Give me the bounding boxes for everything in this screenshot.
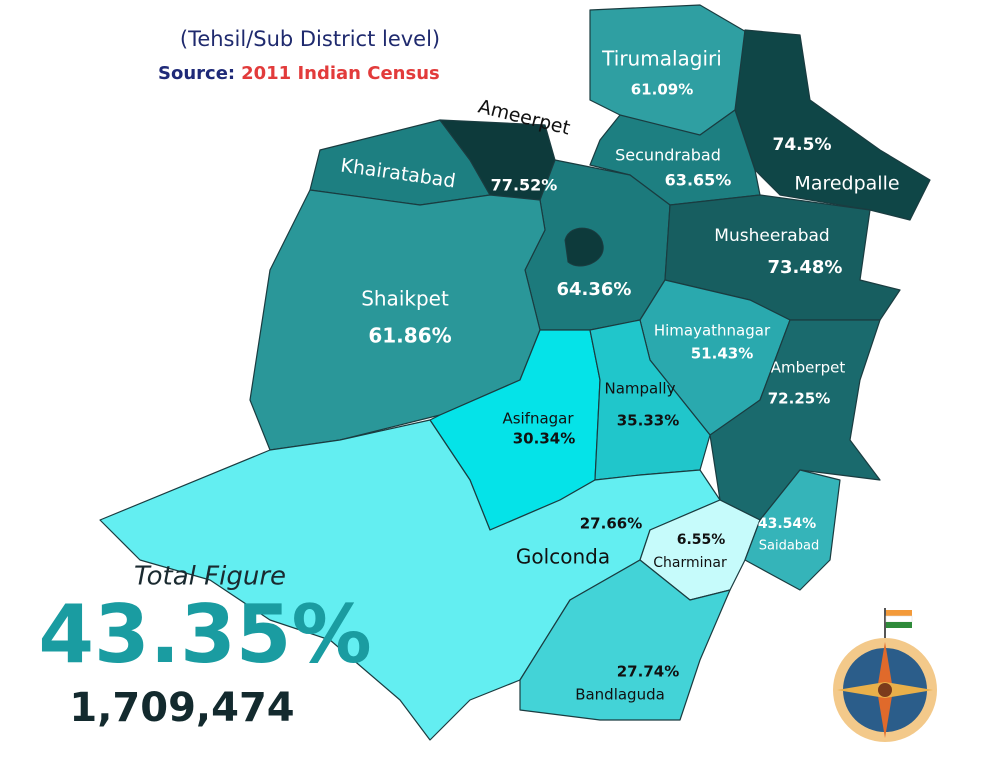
region-name: Saidabad [759, 539, 820, 554]
flag-band [886, 610, 912, 616]
region-name: Musheerabad [714, 226, 829, 246]
total-value: 43.35% [38, 588, 371, 681]
region-value: 77.52% [491, 176, 558, 195]
region-value: 27.74% [617, 663, 679, 681]
region-value: 43.54% [758, 516, 816, 532]
region-name: Himayathnagar [654, 322, 771, 340]
region-value: 35.33% [617, 412, 679, 430]
total-label: Total Figure [134, 562, 286, 592]
region-name: Asifnagar [502, 410, 574, 428]
region-shape [744, 469, 841, 591]
region-value: 63.65% [665, 171, 732, 190]
region-value: 30.34% [513, 430, 575, 448]
region-value: 61.09% [631, 81, 693, 99]
subtitle: (Tehsil/Sub District level) [180, 27, 440, 51]
region-value: 72.25% [768, 390, 830, 408]
region-shape [519, 559, 731, 721]
region-name: Maredpalle [794, 173, 899, 195]
region-name: Nampally [605, 380, 676, 398]
region-value: 74.5% [773, 135, 832, 155]
flag-band [886, 622, 912, 628]
region-value: 64.36% [557, 279, 632, 300]
region-value: 73.48% [768, 257, 843, 278]
region-value: 61.86% [368, 324, 451, 348]
region-blob [564, 227, 604, 267]
compass-icon [833, 608, 937, 742]
compass-center [878, 683, 892, 697]
flag-band [885, 615, 913, 623]
region-name: Secundrabad [615, 146, 721, 165]
total-count: 1,709,474 [69, 685, 294, 731]
region-value: 51.43% [691, 345, 753, 363]
region-name: Charminar [653, 555, 727, 571]
region-value: 6.55% [677, 532, 726, 548]
source-value: 2011 Indian Census [241, 63, 440, 84]
source-line: Source: 2011 Indian Census [158, 63, 440, 84]
regions: Tirumalagiri 61.09% Maredpalle 74.5% Secundr… [99, 4, 931, 741]
region-name: Bandlaguda [575, 686, 665, 704]
source-label: Source: [158, 63, 235, 84]
region-value: 27.66% [580, 515, 642, 533]
region-name: Shaikpet [361, 287, 449, 311]
region-name: Amberpet [771, 359, 846, 377]
region-name: Tirumalagiri [601, 47, 722, 71]
region-name: Golconda [516, 545, 610, 569]
